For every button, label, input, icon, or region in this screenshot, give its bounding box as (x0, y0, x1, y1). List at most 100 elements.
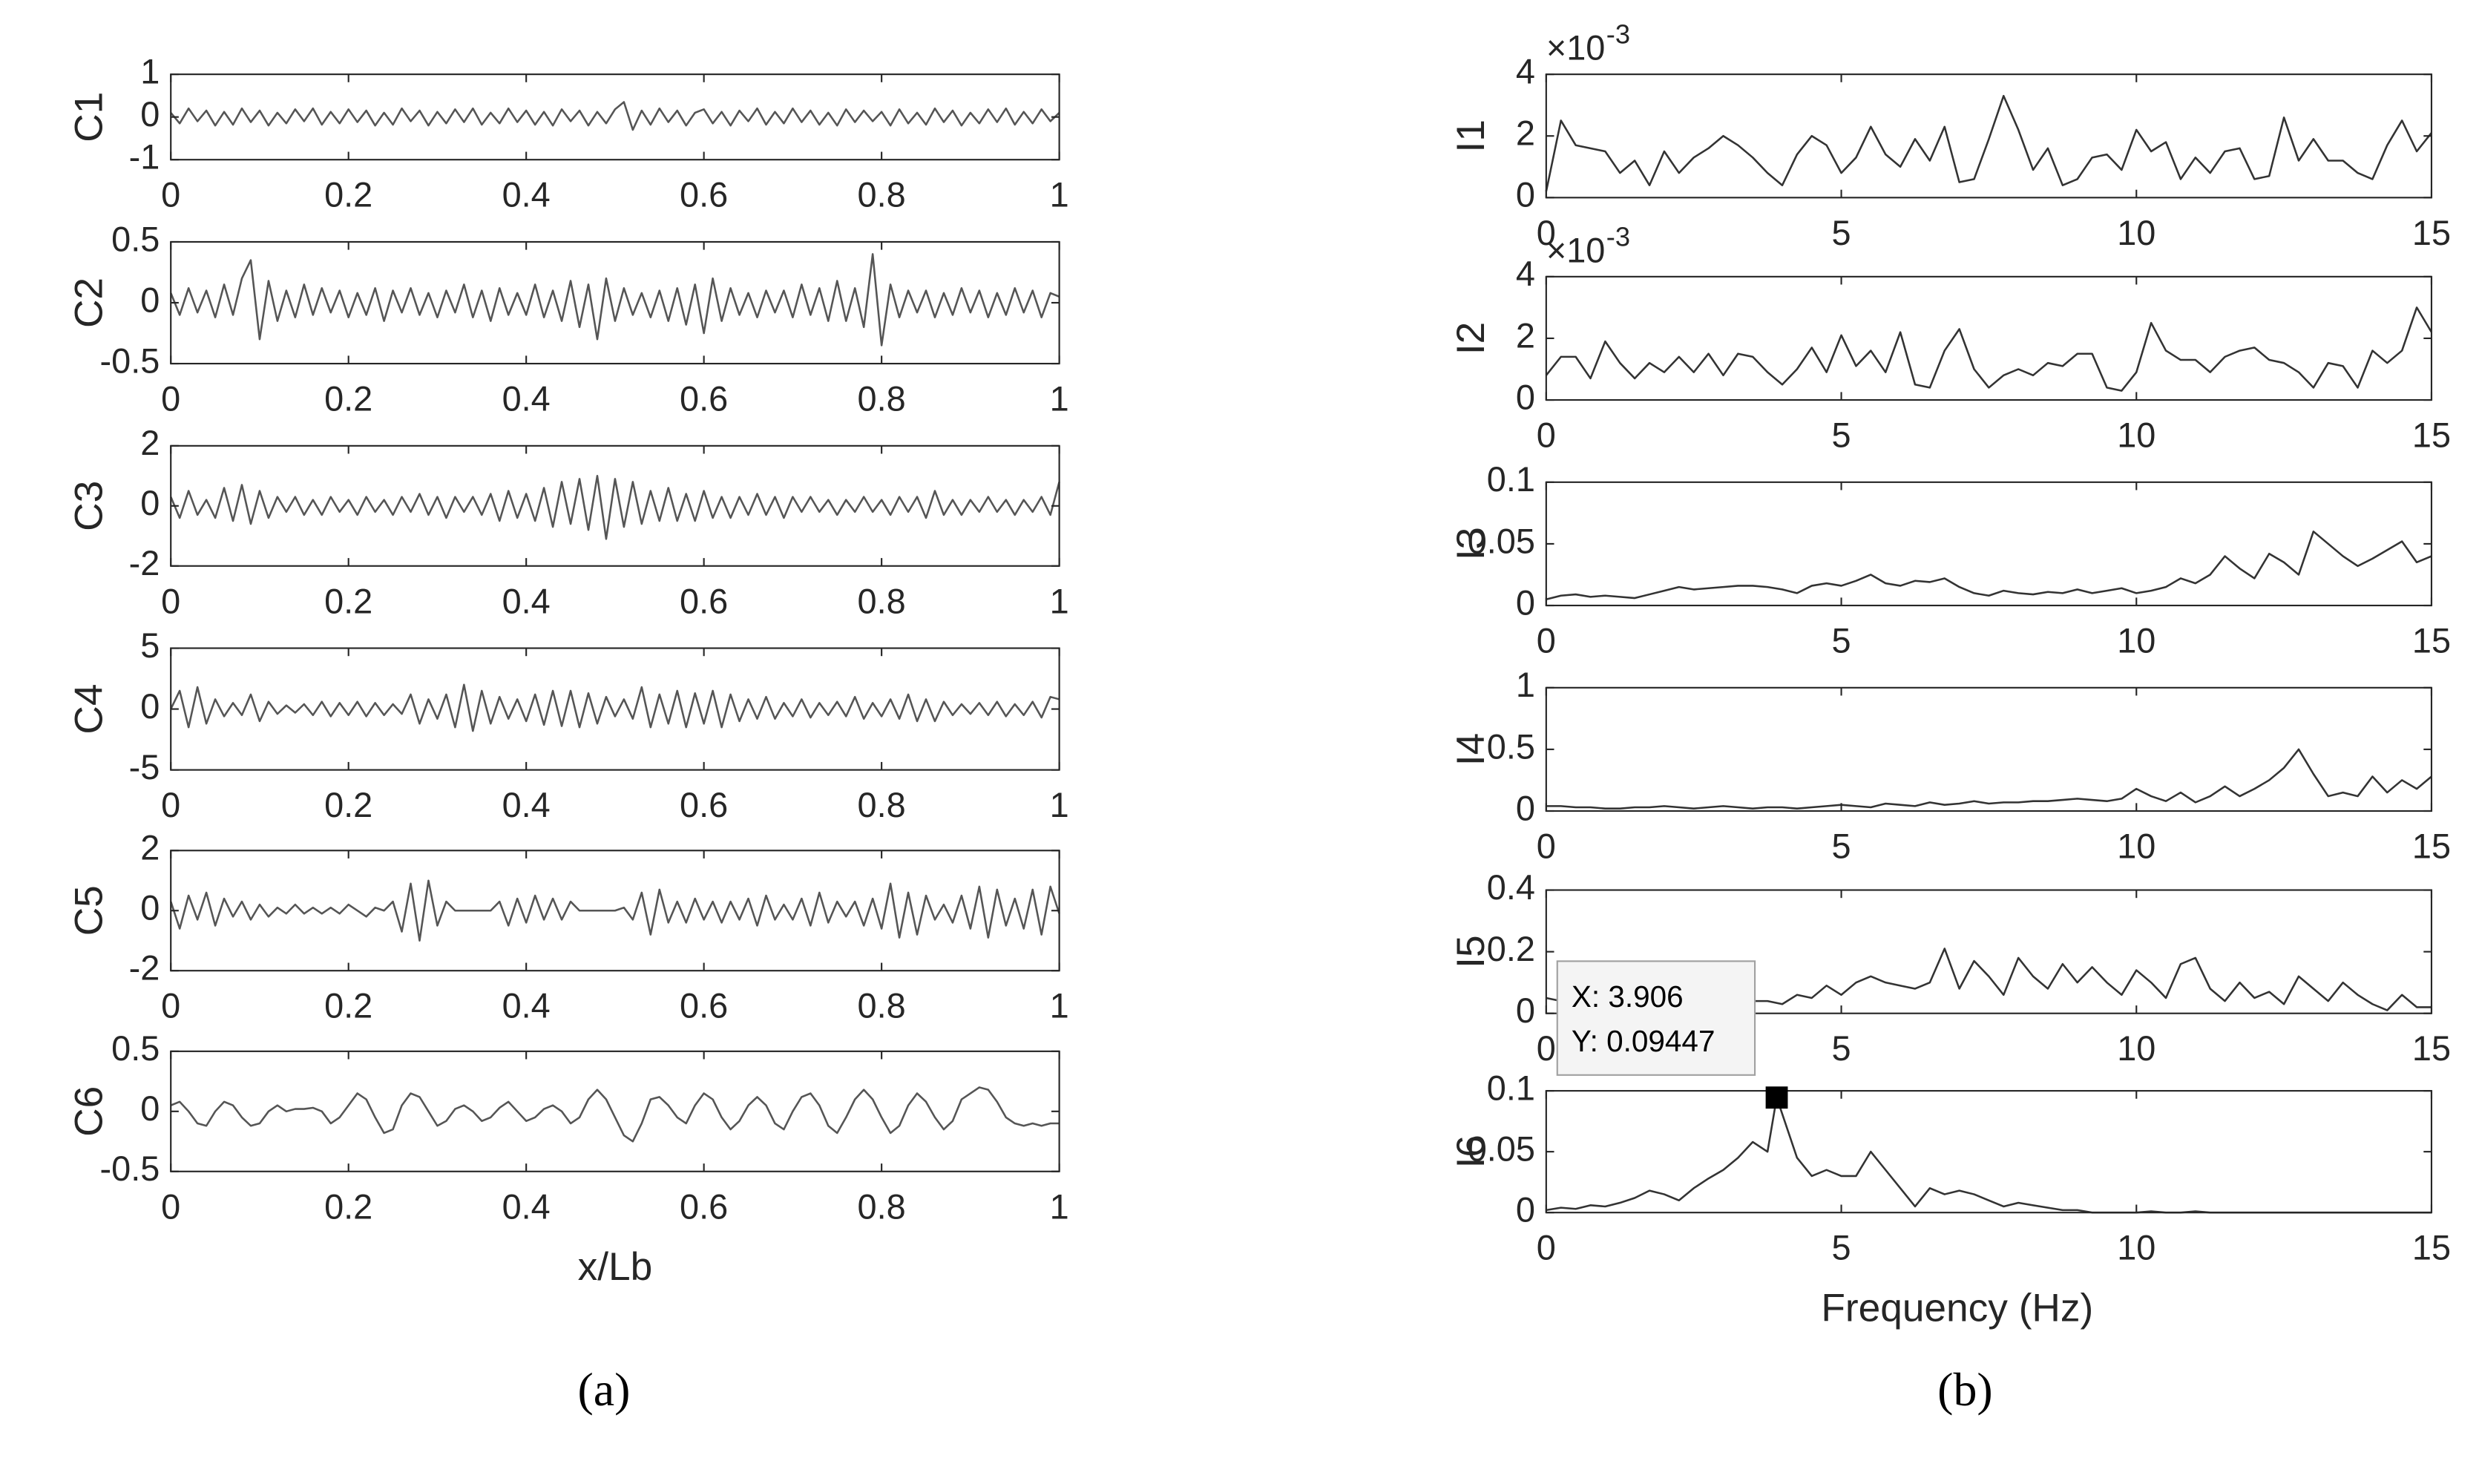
y-tick-label: 0 (140, 889, 160, 928)
x-tick-label: 15 (2412, 1229, 2451, 1267)
x-tick-label: 15 (2412, 1029, 2451, 1068)
x-tick-label: 10 (2117, 1029, 2155, 1068)
y-tick-label: 0 (1516, 583, 1535, 622)
y-tick-label: 0 (140, 95, 160, 134)
y-axis-label: I5 (1449, 935, 1493, 968)
x-tick-label: 0.2 (324, 582, 372, 620)
axes-background (171, 241, 1060, 364)
y-axis-label: I4 (1449, 733, 1493, 766)
y-tick-label: 2 (1516, 316, 1535, 355)
x-tick-label: 0 (1537, 214, 1556, 252)
x-tick-label: 15 (2412, 827, 2451, 866)
y-tick-label: 1 (1516, 666, 1535, 704)
x-tick-label: 0 (1537, 827, 1556, 866)
x-tick-label: 0 (1537, 622, 1556, 660)
y-multiplier-power: -3 (1606, 221, 1630, 252)
data-line (170, 475, 1060, 540)
x-tick-label: 5 (1832, 622, 1851, 660)
x-tick-label: 0.6 (680, 1187, 728, 1226)
x-tick-label: 0.4 (502, 582, 551, 620)
y-tick-label: 0.05 (1468, 522, 1535, 560)
axes-background (1546, 482, 2432, 606)
x-tick-label: 0 (161, 176, 180, 214)
y-tick-label: 5 (140, 626, 160, 665)
x-tick-label: 0.4 (502, 786, 551, 824)
y-tick-label: 0.1 (1487, 460, 1535, 499)
x-tick-label: 0 (161, 786, 180, 824)
x-tick-label: 0.4 (502, 380, 551, 418)
y-tick-label: -0.5 (100, 341, 160, 380)
data-line (170, 1086, 1060, 1143)
x-tick-label: 0.8 (858, 176, 906, 214)
caption-b: (b) (1937, 1363, 1993, 1416)
y-tick-label: 0.5 (1487, 727, 1535, 766)
x-tick-label: 10 (2117, 622, 2155, 660)
x-tick-label: 0.2 (324, 176, 372, 214)
x-tick-label: 0.8 (858, 987, 906, 1025)
y-tick-label: 2 (140, 424, 160, 462)
y-tick-label: -5 (129, 748, 160, 787)
x-tick-label: 0 (1537, 1229, 1556, 1267)
x-tick-label: 0 (161, 582, 180, 620)
y-tick-label: 0 (1516, 991, 1535, 1030)
x-tick-label: 0.2 (324, 1187, 372, 1226)
y-tick-label: 0 (140, 1089, 160, 1128)
data-line (170, 101, 1060, 131)
data-line (1546, 531, 2432, 600)
x-tick-label: 0 (1537, 416, 1556, 455)
x-tick-label: 10 (2117, 214, 2155, 252)
x-tick-label: 5 (1832, 214, 1851, 252)
x-tick-label: 0.6 (680, 786, 728, 824)
x-tick-label: 1 (1050, 176, 1069, 214)
axes-background (171, 445, 1060, 566)
x-tick-label: 0.2 (324, 380, 372, 418)
data-line (170, 683, 1060, 732)
y-tick-label: 4 (1516, 255, 1535, 293)
axes-background (171, 74, 1060, 160)
axes-background (1546, 74, 2432, 198)
x-tick-label: 0.6 (680, 380, 728, 418)
x-tick-label: 5 (1832, 1229, 1851, 1267)
x-tick-label: 1 (1050, 582, 1069, 620)
y-tick-label: 0 (140, 687, 160, 726)
y-tick-label: 2 (1516, 114, 1535, 153)
data-line (1545, 306, 2433, 392)
y-tick-label: 0.4 (1487, 868, 1535, 907)
x-tick-label: 0.6 (680, 176, 728, 214)
y-tick-label: 0.5 (111, 220, 160, 258)
x-tick-label: 0.6 (680, 582, 728, 620)
y-axis-label: C6 (68, 1086, 111, 1137)
x-tick-label: 5 (1832, 827, 1851, 866)
y-tick-label: -2 (129, 949, 160, 988)
y-tick-label: 0 (140, 280, 160, 319)
x-tick-label: 0.4 (502, 176, 551, 214)
y-tick-label: 0 (1516, 176, 1535, 214)
data-line (169, 879, 1060, 942)
x-tick-label: 5 (1832, 416, 1851, 455)
y-tick-label: 0.1 (1487, 1068, 1535, 1107)
y-axis-label: I1 (1449, 119, 1493, 152)
y-tick-label: 0.05 (1468, 1130, 1535, 1169)
x-tick-label: 0.8 (858, 582, 906, 620)
x-tick-label: 1 (1050, 987, 1069, 1025)
y-axis-label: C4 (68, 684, 111, 735)
x-tick-label: 0 (1537, 1029, 1556, 1068)
x-tick-label: 0.8 (858, 380, 906, 418)
x-tick-label: 10 (2117, 416, 2155, 455)
y-tick-label: -2 (129, 544, 160, 582)
datatip-box (1556, 960, 1756, 1076)
axes-background (1546, 687, 2432, 812)
x-tick-label: 15 (2412, 416, 2451, 455)
y-axis-label: I3 (1449, 528, 1493, 560)
x-tick-label: 0.8 (858, 1187, 906, 1226)
x-tick-label: 10 (2117, 1229, 2155, 1267)
x-tick-label: 5 (1832, 1029, 1851, 1068)
datatip-x: X: 3.906 (1572, 979, 1684, 1014)
x-tick-label: 0 (161, 380, 180, 418)
axes-background (1546, 1091, 2432, 1213)
axes-background (171, 648, 1060, 770)
y-multiplier: ×10 (1546, 231, 1606, 269)
y-axis-label: C1 (68, 92, 111, 142)
x-tick-label: 1 (1050, 786, 1069, 824)
